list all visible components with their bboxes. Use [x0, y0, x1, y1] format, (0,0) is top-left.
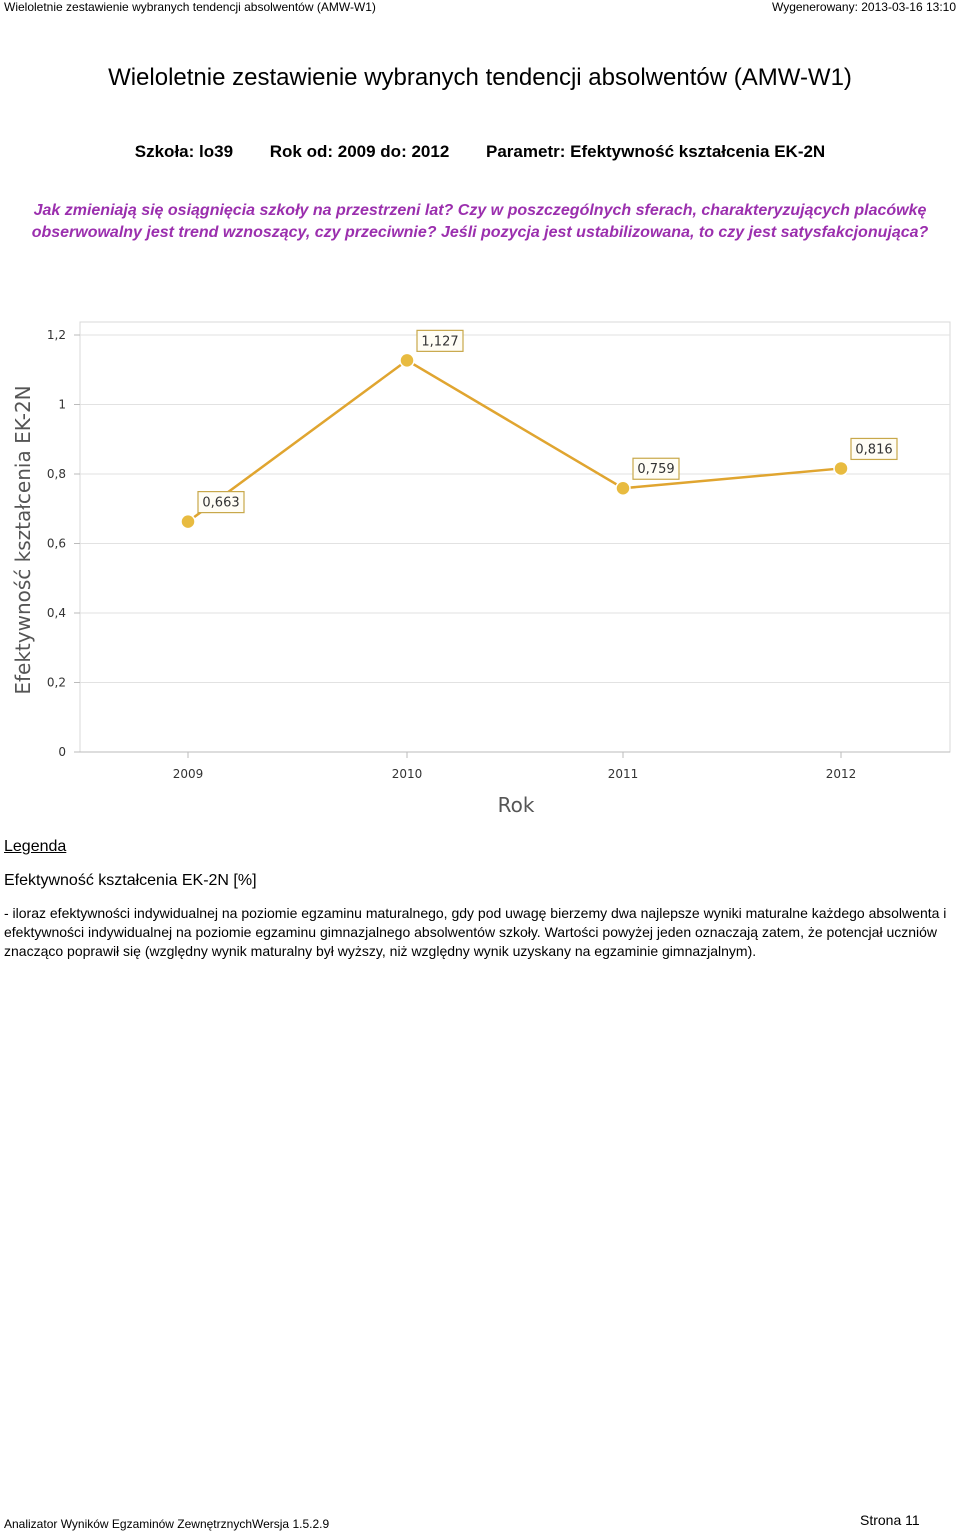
footer-page-number: Strona 11: [860, 1512, 920, 1528]
data-point: [180, 513, 196, 530]
x-tick-label: 2012: [826, 767, 857, 781]
data-label-box: [197, 491, 245, 514]
report-parameters: Szkoła: lo39 Rok od: 2009 do: 2012 Param…: [0, 142, 960, 162]
y-axis-title: Efektywność kształcenia EK-2N: [11, 385, 35, 694]
page-title: Wieloletnie zestawienie wybranych tenden…: [108, 64, 852, 91]
data-label-box: [416, 329, 464, 352]
y-tick-label: 0,2: [47, 676, 66, 690]
legend-series-name: Efektywność kształcenia EK-2N [%]: [4, 872, 257, 889]
parameter-param: Parametr: Efektywność kształcenia EK-2N: [486, 142, 826, 161]
data-point: [399, 352, 415, 369]
data-label: 0,759: [637, 462, 674, 477]
data-point: [615, 480, 631, 496]
y-tick-label: 0,6: [47, 537, 66, 551]
data-point: [833, 460, 849, 477]
plot-area: [79, 321, 951, 753]
years-param: Rok od: 2009 do: 2012: [269, 142, 450, 161]
legend-title: Legenda: [4, 838, 67, 855]
y-tick-label: 1: [58, 398, 66, 412]
data-label: 1,127: [421, 334, 458, 349]
series-line: [187, 358, 842, 523]
header-title: Wieloletnie zestawienie wybranych tenden…: [4, 0, 376, 14]
data-label: 0,816: [855, 442, 892, 457]
y-tick-label: 0,4: [47, 606, 66, 620]
school-param: Szkoła: lo39: [134, 142, 234, 161]
data-label-box: [850, 437, 898, 461]
x-axis-title: Rok: [498, 793, 535, 817]
x-tick-label: 2011: [608, 767, 639, 781]
data-label: 0,663: [202, 496, 239, 511]
x-tick-label: 2009: [173, 767, 204, 781]
x-tick-label: 2010: [392, 767, 423, 781]
footer-app-version: Analizator Wyników Egzaminów Zewnętrznyc…: [4, 1517, 330, 1531]
y-tick-label: 0: [58, 745, 66, 759]
legend-description: - iloraz efektywności indywidualnej na p…: [4, 905, 947, 959]
y-tick-label: 0,8: [47, 467, 66, 481]
data-label-box: [632, 457, 680, 480]
y-tick-label: 1,2: [47, 328, 66, 342]
header-generated-date: Wygenerowany: 2013-03-16 13:10: [771, 0, 956, 14]
analysis-question: Jak zmieniają się osiągnięcia szkoły na …: [31, 202, 929, 241]
line-chart: 0 0,2 0,4 0,6 0,8 1 1,2 2009 2010 2011 2012 Rok Efek…: [11, 321, 951, 817]
